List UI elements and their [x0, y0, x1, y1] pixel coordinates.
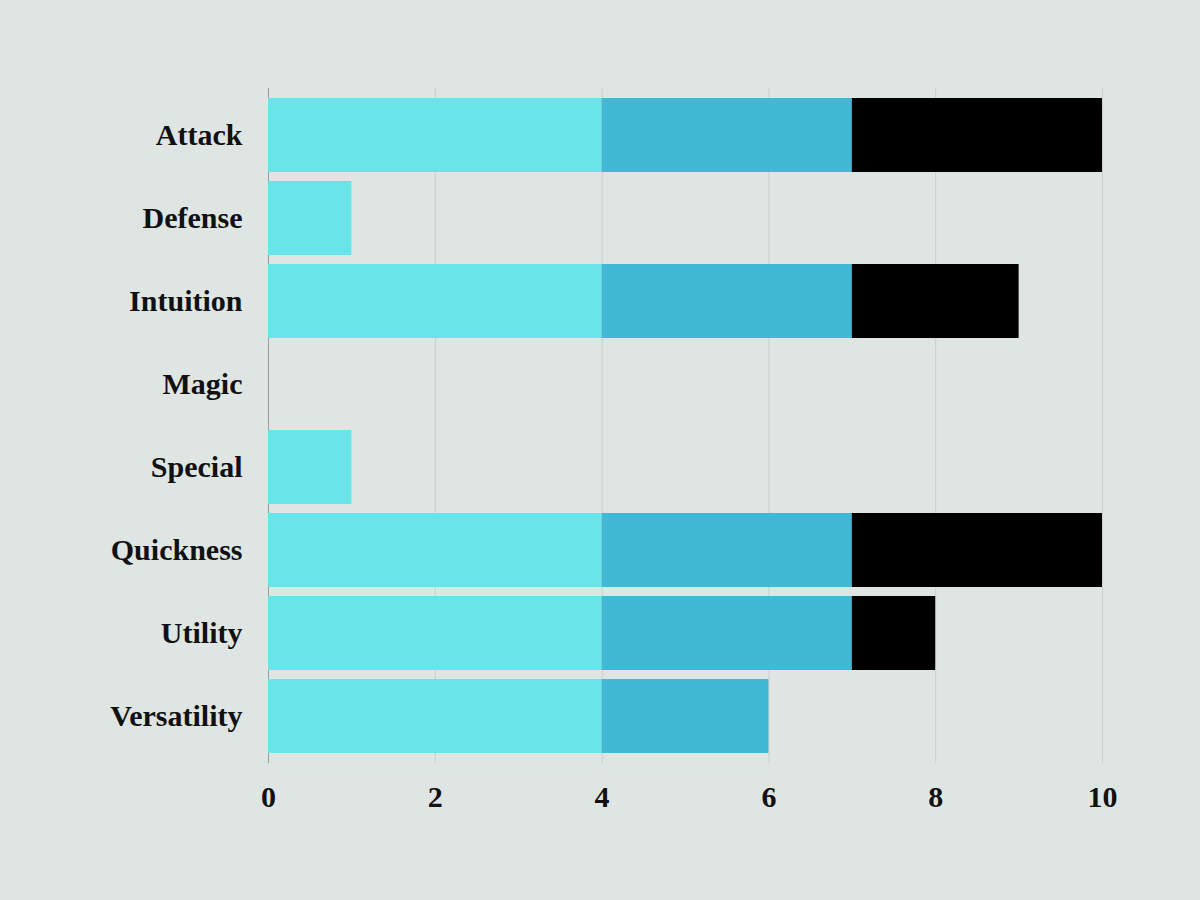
svg-text:2: 2: [428, 780, 443, 813]
svg-text:Defense: Defense: [143, 201, 243, 234]
svg-text:Utility: Utility: [161, 616, 243, 649]
svg-text:Quickness: Quickness: [111, 533, 243, 566]
svg-text:Attack: Attack: [156, 118, 243, 151]
svg-text:10: 10: [1088, 780, 1118, 813]
svg-text:8: 8: [928, 780, 943, 813]
svg-text:Intuition: Intuition: [129, 284, 243, 317]
svg-text:0: 0: [261, 780, 276, 813]
svg-text:Magic: Magic: [163, 367, 243, 400]
svg-text:Versatility: Versatility: [110, 699, 242, 732]
svg-text:Special: Special: [151, 450, 243, 483]
svg-text:4: 4: [595, 780, 610, 813]
svg-text:6: 6: [761, 780, 776, 813]
